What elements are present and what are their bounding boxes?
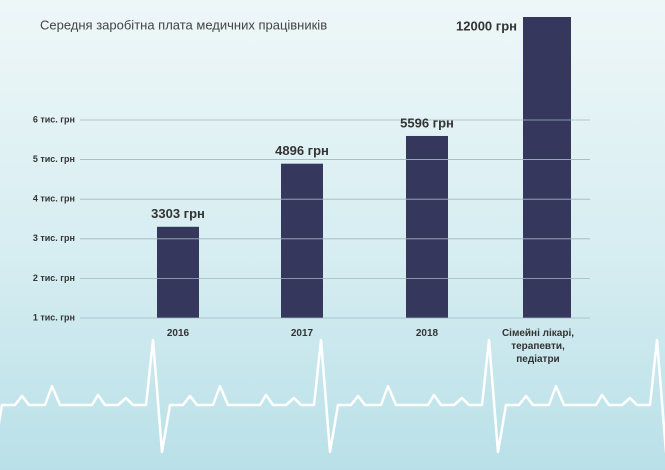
x-tick-label: 2016 [166, 328, 190, 339]
y-tick-label: 6 тис. грн [33, 114, 75, 124]
x-tick-label: Сімейні лікарі, терапевти, педіатри [501, 328, 575, 365]
y-tick-label: 2 тис. грн [33, 273, 75, 283]
ecg-line [0, 338, 665, 454]
chart-title: Середня заробітна плата медичних працівн… [40, 17, 327, 32]
bar [523, 17, 571, 318]
y-tick-label: 5 тис. грн [33, 154, 75, 164]
y-tick-label: 3 тис. грн [33, 233, 75, 243]
bar [157, 226, 199, 318]
bar [406, 135, 448, 318]
value-label: 12000 грн [456, 18, 517, 33]
x-tick-label: 2018 [415, 328, 439, 339]
y-tick-label: 4 тис. грн [33, 194, 75, 204]
value-label: 4896 грн [275, 143, 329, 158]
x-tick-label: 2017 [290, 328, 314, 339]
bar [281, 163, 323, 318]
value-label: 3303 грн [151, 206, 205, 221]
value-label: 5596 грн [400, 115, 454, 130]
y-tick-label: 1 тис. грн [33, 312, 75, 322]
